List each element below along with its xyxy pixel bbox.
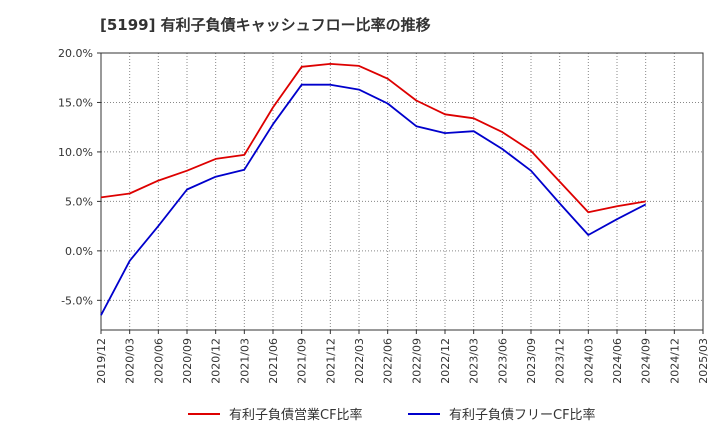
x-tick-label: 2023/06 — [496, 338, 509, 384]
x-tick-label: 2024/12 — [668, 338, 681, 384]
x-tick-label: 2022/09 — [410, 338, 423, 384]
x-tick-label: 2021/06 — [267, 338, 280, 384]
series-line-1 — [100, 63, 646, 214]
x-tick-label: 2024/09 — [640, 338, 653, 384]
x-tick-label: 2021/03 — [238, 338, 251, 384]
plot-border — [100, 52, 704, 331]
x-tick-label: 2021/12 — [324, 338, 337, 384]
x-tick-label: 2020/12 — [210, 338, 223, 384]
x-tick-label: 2020/06 — [152, 338, 165, 384]
x-tick-label: 2025/03 — [697, 338, 710, 384]
x-tick-label: 2022/03 — [353, 338, 366, 384]
legend-label-1: 有利子負債営業CF比率 — [229, 407, 363, 423]
y-tick-label: 15.0% — [58, 96, 93, 109]
x-tick-label: 2023/12 — [554, 338, 567, 384]
series-line-2 — [100, 83, 647, 316]
x-tick-label: 2020/03 — [124, 338, 137, 384]
y-tick-label: 0.0% — [65, 245, 93, 258]
x-tick-label: 2022/06 — [382, 338, 395, 384]
x-tick-label: 2022/12 — [439, 338, 452, 384]
y-tick-label: 20.0% — [58, 47, 93, 60]
x-tick-label: 2024/03 — [582, 338, 595, 384]
x-tick-label: 2023/03 — [468, 338, 481, 384]
x-tick-label: 2024/06 — [611, 338, 624, 384]
legend-label-2: 有利子負債フリーCF比率 — [449, 407, 596, 423]
y-tick-label: 5.0% — [65, 195, 93, 208]
x-tick-label: 2020/09 — [181, 338, 194, 384]
y-tick-label: 10.0% — [58, 146, 93, 159]
plot-area — [101, 53, 703, 330]
x-tick-label: 2023/09 — [525, 338, 538, 384]
chart-title: [5199] 有利子負債キャッシュフロー比率の推移 — [100, 16, 431, 34]
x-tick-label: 2021/09 — [296, 338, 309, 384]
x-tick-label: 2019/12 — [95, 338, 108, 384]
y-tick-label: -5.0% — [61, 294, 93, 307]
